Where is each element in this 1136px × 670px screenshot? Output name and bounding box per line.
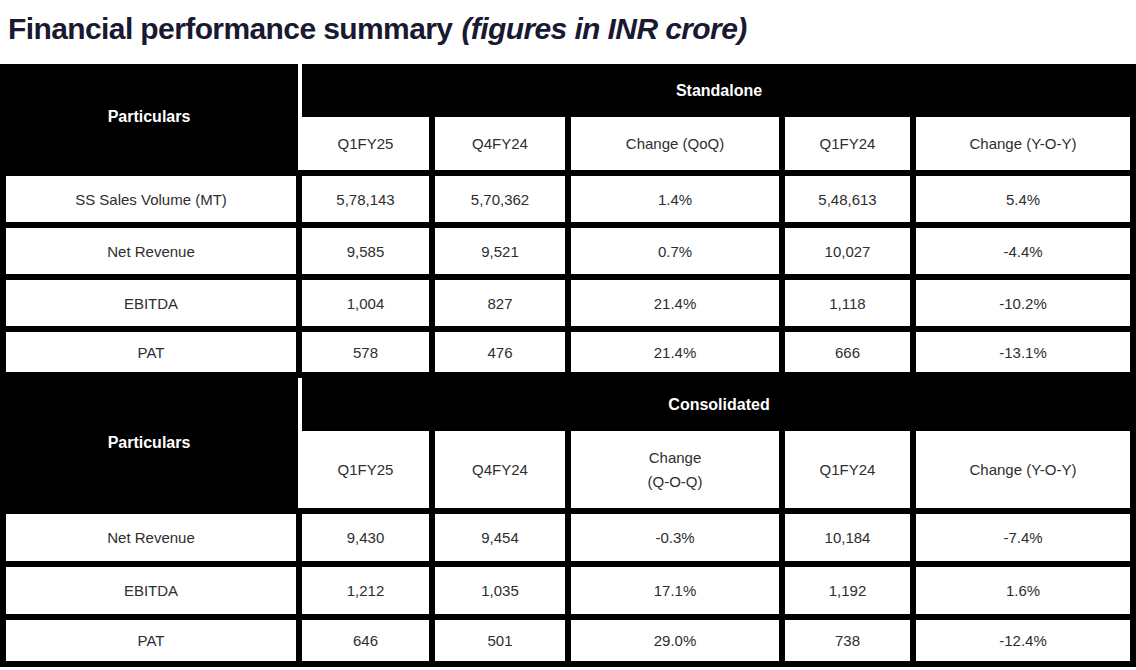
value-cell: 5.4% <box>916 170 1136 222</box>
value-cell: -10.2% <box>916 274 1136 326</box>
table-row: 9,5859,5210.7%10,027-4.4% <box>302 222 1136 274</box>
table-row: 57847621.4%666-13.1% <box>302 326 1136 378</box>
section-consolidated: ParticularsNet RevenueEBITDAPATConsolida… <box>0 378 1136 667</box>
value-cell: 578 <box>302 326 435 378</box>
row-label: PAT <box>0 326 302 378</box>
value-cell: 738 <box>785 614 916 667</box>
value-cell: 9,454 <box>435 508 571 561</box>
column-header: Change (Q-O-Q) <box>571 431 785 508</box>
row-label: Net Revenue <box>0 508 302 561</box>
particulars-column: ParticularsNet RevenueEBITDAPAT <box>0 378 302 667</box>
value-cell: 21.4% <box>571 326 785 378</box>
value-cell: 0.7% <box>571 222 785 274</box>
value-cell: 5,78,143 <box>302 170 435 222</box>
value-cell: 1,035 <box>435 561 571 614</box>
value-cell: -4.4% <box>916 222 1136 274</box>
column-header-row: Q1FY25Q4FY24Change (QoQ)Q1FY24Change (Y-… <box>302 117 1136 170</box>
section-banner: Consolidated <box>302 378 1136 431</box>
table-row: 1,2121,03517.1%1,1921.6% <box>302 561 1136 614</box>
column-header: Change (Y-O-Y) <box>916 117 1136 170</box>
row-label: SS Sales Volume (MT) <box>0 170 302 222</box>
value-cell: 5,48,613 <box>785 170 916 222</box>
particulars-header: Particulars <box>0 64 302 170</box>
value-cell: 9,585 <box>302 222 435 274</box>
page-title-note: (figures in INR crore) <box>461 12 746 45</box>
page-title-main: Financial performance summary <box>8 12 452 45</box>
value-cell: 666 <box>785 326 916 378</box>
values-block: ConsolidatedQ1FY25Q4FY24Change (Q-O-Q)Q1… <box>302 378 1136 667</box>
table-row: 9,4309,454-0.3%10,184-7.4% <box>302 508 1136 561</box>
column-header: Change (QoQ) <box>571 117 785 170</box>
value-cell: 21.4% <box>571 274 785 326</box>
table-row: 5,78,1435,70,3621.4%5,48,6135.4% <box>302 170 1136 222</box>
page-title: Financial performance summary (figures in… <box>8 12 1136 46</box>
column-header-row: Q1FY25Q4FY24Change (Q-O-Q)Q1FY24Change (… <box>302 431 1136 508</box>
column-header: Q4FY24 <box>435 431 571 508</box>
value-cell: 501 <box>435 614 571 667</box>
column-header: Q1FY24 <box>785 431 916 508</box>
row-label: Net Revenue <box>0 222 302 274</box>
section-standalone: ParticularsSS Sales Volume (MT)Net Reven… <box>0 64 1136 378</box>
value-cell: 29.0% <box>571 614 785 667</box>
value-cell: 17.1% <box>571 561 785 614</box>
title-bar: Financial performance summary (figures in… <box>0 0 1136 64</box>
particulars-column: ParticularsSS Sales Volume (MT)Net Reven… <box>0 64 302 378</box>
value-cell: -12.4% <box>916 614 1136 667</box>
row-label: EBITDA <box>0 561 302 614</box>
values-block: StandaloneQ1FY25Q4FY24Change (QoQ)Q1FY24… <box>302 64 1136 378</box>
row-label: EBITDA <box>0 274 302 326</box>
column-header: Q1FY24 <box>785 117 916 170</box>
section-banner: Standalone <box>302 64 1136 117</box>
value-cell: 1,212 <box>302 561 435 614</box>
value-cell: -0.3% <box>571 508 785 561</box>
value-cell: 10,184 <box>785 508 916 561</box>
value-cell: 9,521 <box>435 222 571 274</box>
value-cell: 1,118 <box>785 274 916 326</box>
value-cell: 827 <box>435 274 571 326</box>
column-header: Change (Y-O-Y) <box>916 431 1136 508</box>
row-label: PAT <box>0 614 302 667</box>
value-cell: 476 <box>435 326 571 378</box>
column-header: Q1FY25 <box>302 431 435 508</box>
value-cell: 5,70,362 <box>435 170 571 222</box>
value-cell: 9,430 <box>302 508 435 561</box>
column-header: Q1FY25 <box>302 117 435 170</box>
particulars-header: Particulars <box>0 378 302 508</box>
value-cell: -7.4% <box>916 508 1136 561</box>
value-cell: 1,004 <box>302 274 435 326</box>
value-cell: 1,192 <box>785 561 916 614</box>
value-cell: 646 <box>302 614 435 667</box>
table-row: 64650129.0%738-12.4% <box>302 614 1136 667</box>
tables: ParticularsSS Sales Volume (MT)Net Reven… <box>0 64 1136 667</box>
value-cell: 1.4% <box>571 170 785 222</box>
table-row: 1,00482721.4%1,118-10.2% <box>302 274 1136 326</box>
value-cell: -13.1% <box>916 326 1136 378</box>
column-header: Q4FY24 <box>435 117 571 170</box>
value-cell: 1.6% <box>916 561 1136 614</box>
value-cell: 10,027 <box>785 222 916 274</box>
